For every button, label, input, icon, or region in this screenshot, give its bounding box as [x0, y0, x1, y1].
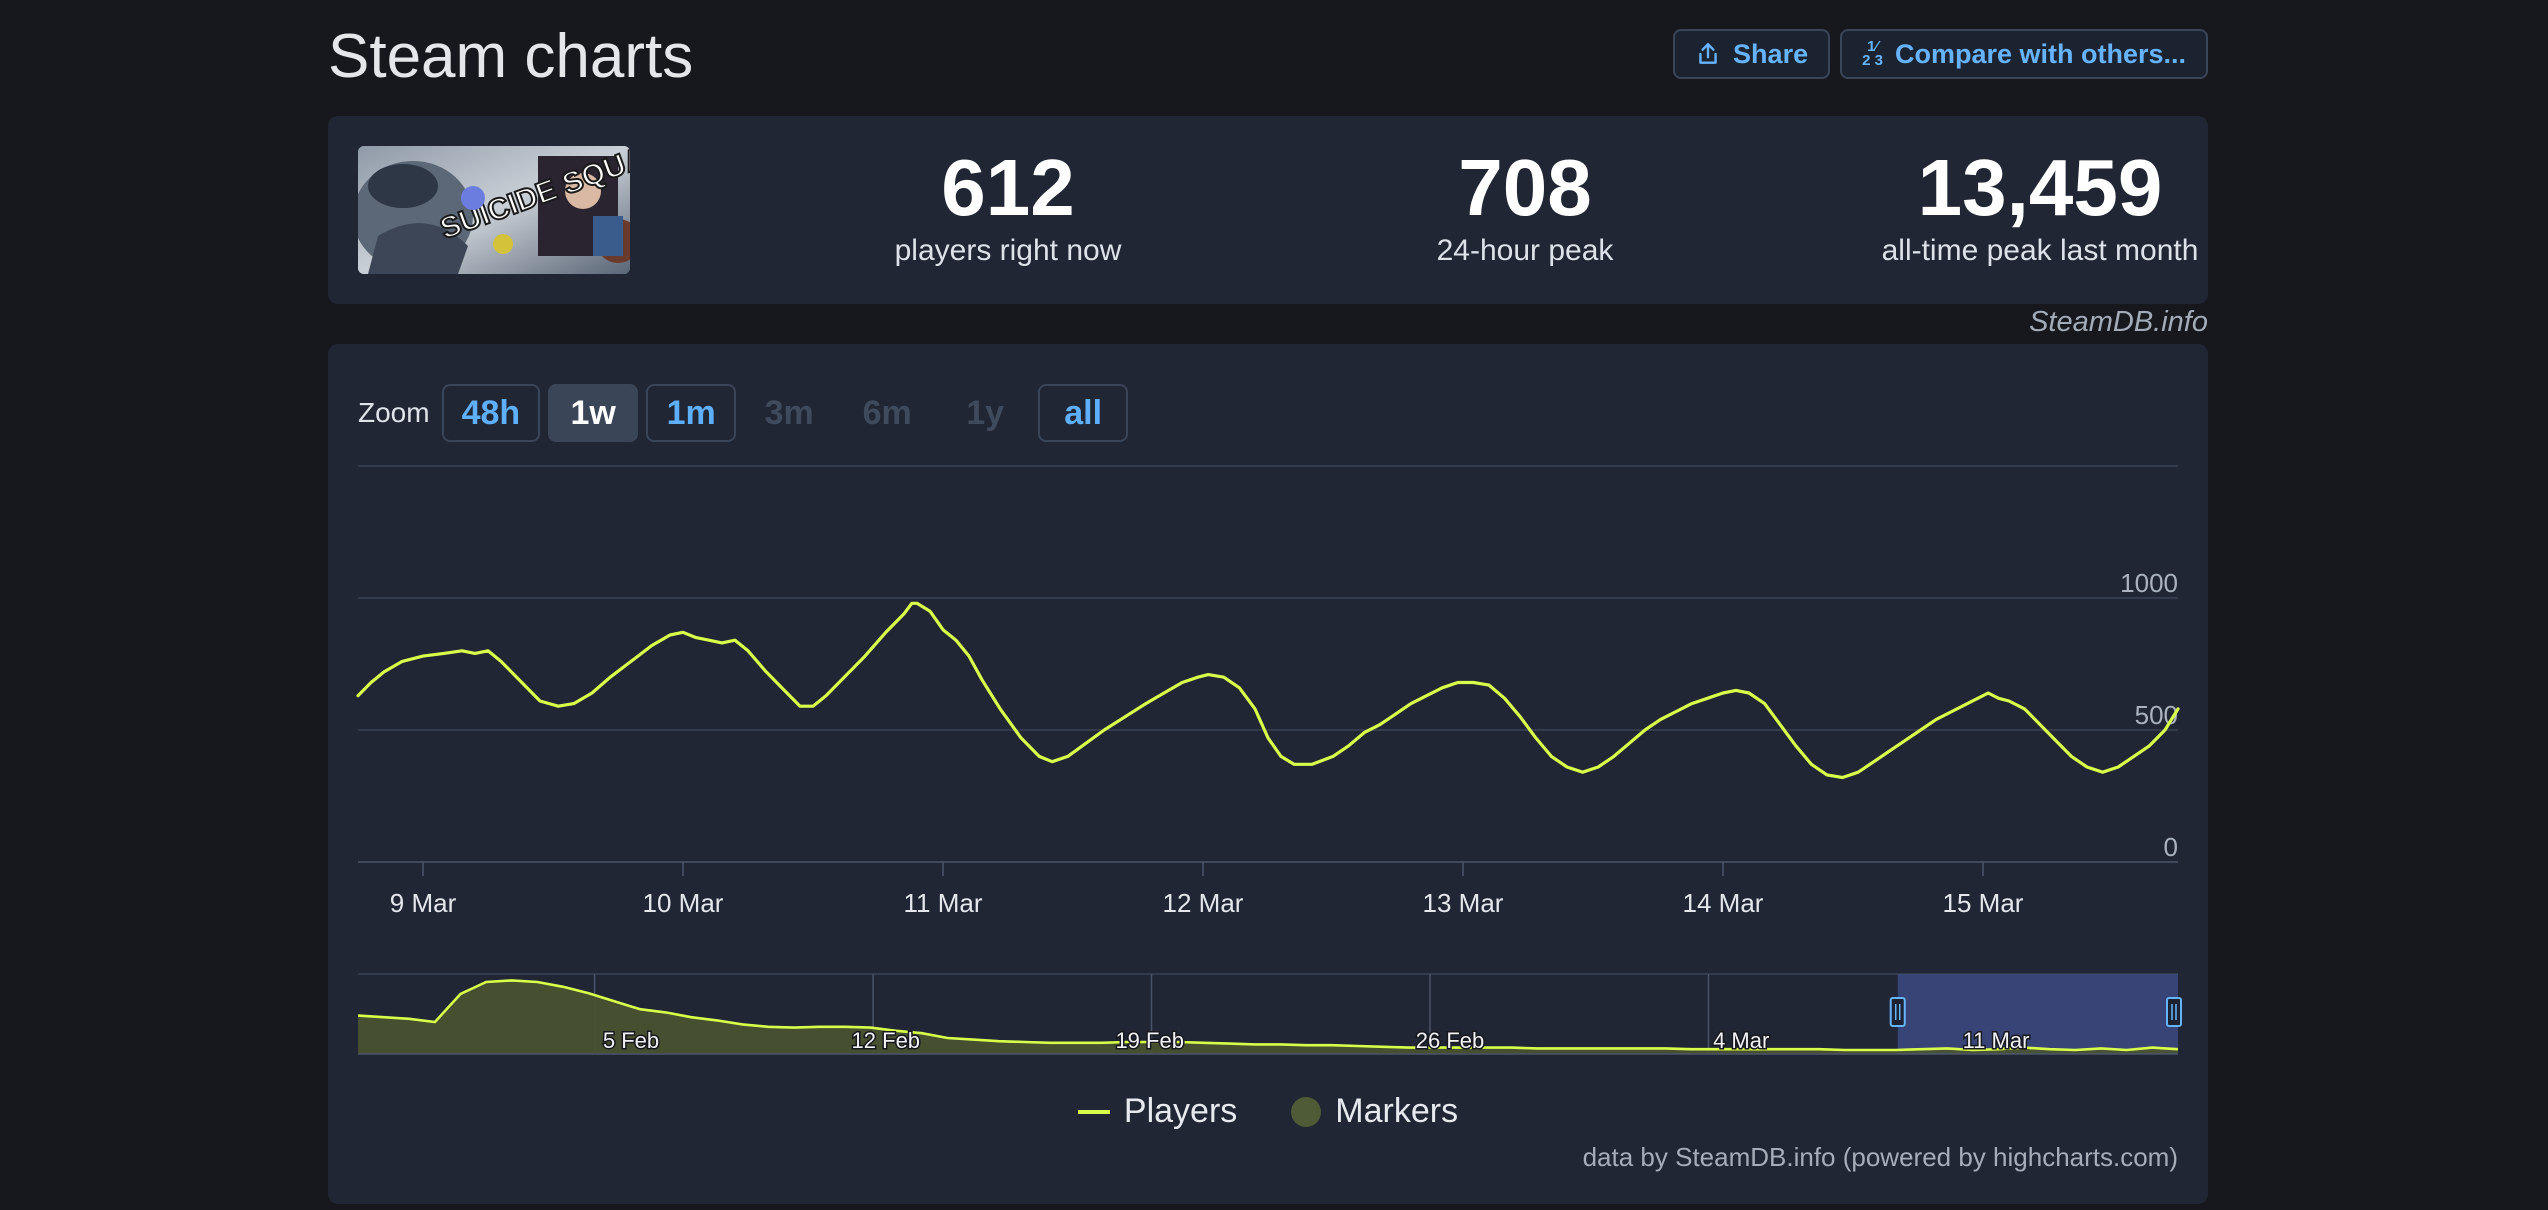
zoom-1w-button[interactable]: 1w	[548, 384, 639, 442]
share-label: Share	[1733, 38, 1809, 69]
y-tick-label: 500	[2135, 700, 2178, 730]
chart-panel: Zoom 48h 1w 1m 3m 6m 1y all 0 500 1000 9 Ma…	[328, 344, 2208, 1204]
zoom-1m-button[interactable]: 1m	[646, 384, 737, 442]
players-series-line	[356, 601, 2180, 780]
x-tick-label: 13 Mar	[1423, 888, 1504, 918]
stat-all-time-peak: 13,459 all-time peak last month	[1830, 144, 2250, 270]
y-tick-label: 0	[2164, 832, 2178, 862]
zoom-bar: Zoom 48h 1w 1m 3m 6m 1y all	[358, 384, 1129, 442]
stat-value: 708	[1458, 143, 1592, 232]
compare-label: Compare with others...	[1894, 38, 2186, 69]
stat-label: 24-hour peak	[1436, 234, 1614, 267]
legend-players[interactable]: Players	[1077, 1092, 1238, 1131]
chart-credit[interactable]: data by SteamDB.info (powered by highcha…	[1582, 1142, 2178, 1172]
legend-dot-swatch	[1291, 1096, 1322, 1127]
x-tick-label: 15 Mar	[1943, 888, 2024, 918]
x-tick-label: 10 Mar	[643, 888, 724, 918]
legend-players-label: Players	[1123, 1092, 1238, 1130]
legend-markers-label: Markers	[1335, 1092, 1459, 1130]
stat-value: 612	[941, 143, 1075, 232]
zoom-all-button[interactable]: all	[1038, 384, 1129, 442]
stat-label: players right now	[894, 234, 1122, 267]
stat-24h-peak: 708 24-hour peak	[1315, 144, 1735, 270]
navigator-line	[357, 979, 2179, 1052]
x-tick-label: 9 Mar	[390, 888, 457, 918]
compare-button[interactable]: 1⁄ 2 3 Compare with others...	[1840, 29, 2208, 79]
navigator-right-handle[interactable]	[2166, 997, 2182, 1027]
y-tick-label: 1000	[2120, 568, 2178, 598]
stat-value: 13,459	[1917, 143, 2163, 232]
zoom-3m-button[interactable]: 3m	[764, 393, 814, 432]
x-tick-label: 14 Mar	[1683, 888, 1764, 918]
navigator-tick-label: 12 Feb	[852, 1028, 921, 1053]
navigator-tick-label: 11 Mar	[1963, 1028, 2030, 1053]
stat-players-now: 612 players right now	[798, 144, 1218, 270]
zoom-label: Zoom	[358, 397, 430, 428]
stat-label: all-time peak last month	[1881, 234, 2199, 267]
zoom-48h-button[interactable]: 48h	[441, 384, 541, 442]
x-tick-label: 11 Mar	[904, 888, 983, 918]
navigator-tick-label: 4 Mar	[1713, 1028, 1769, 1053]
game-cover-art: SUICIDE SQUAD	[358, 146, 630, 274]
top-actions: Share 1⁄ 2 3 Compare with others...	[1673, 29, 2208, 79]
share-icon	[1699, 43, 1717, 64]
player-chart[interactable]: 0 500 1000 9 Mar 10 Mar 11 Mar 12 Mar 13 Mar 14 …	[328, 344, 2208, 1084]
stats-panel: SUICIDE SQUAD 612 players right now 708 …	[328, 116, 2208, 304]
x-tick-label: 12 Mar	[1163, 888, 1244, 918]
steamdb-credit[interactable]: SteamDB.info	[2029, 306, 2208, 338]
game-cover-image[interactable]: SUICIDE SQUAD	[358, 146, 630, 274]
page-title: Steam charts	[328, 22, 694, 91]
navigator-left-handle[interactable]	[1889, 997, 1906, 1027]
zoom-6m-button[interactable]: 6m	[862, 393, 912, 432]
share-button[interactable]: Share	[1673, 29, 1831, 79]
fraction-icon: 1⁄ 2 3	[1862, 38, 1883, 69]
navigator-tick-label: 26 Feb	[1416, 1028, 1485, 1053]
navigator-selection	[1897, 974, 2178, 1054]
navigator-tick-label: 19 Feb	[1115, 1028, 1184, 1053]
navigator-area	[358, 980, 2178, 1054]
legend-markers[interactable]: Markers	[1291, 1092, 1458, 1131]
zoom-1y-button[interactable]: 1y	[966, 393, 1005, 432]
navigator-tick-label: 5 Feb	[603, 1028, 659, 1053]
legend-line-swatch	[1077, 1109, 1110, 1114]
chart-legend: Players Markers	[328, 1092, 2208, 1131]
